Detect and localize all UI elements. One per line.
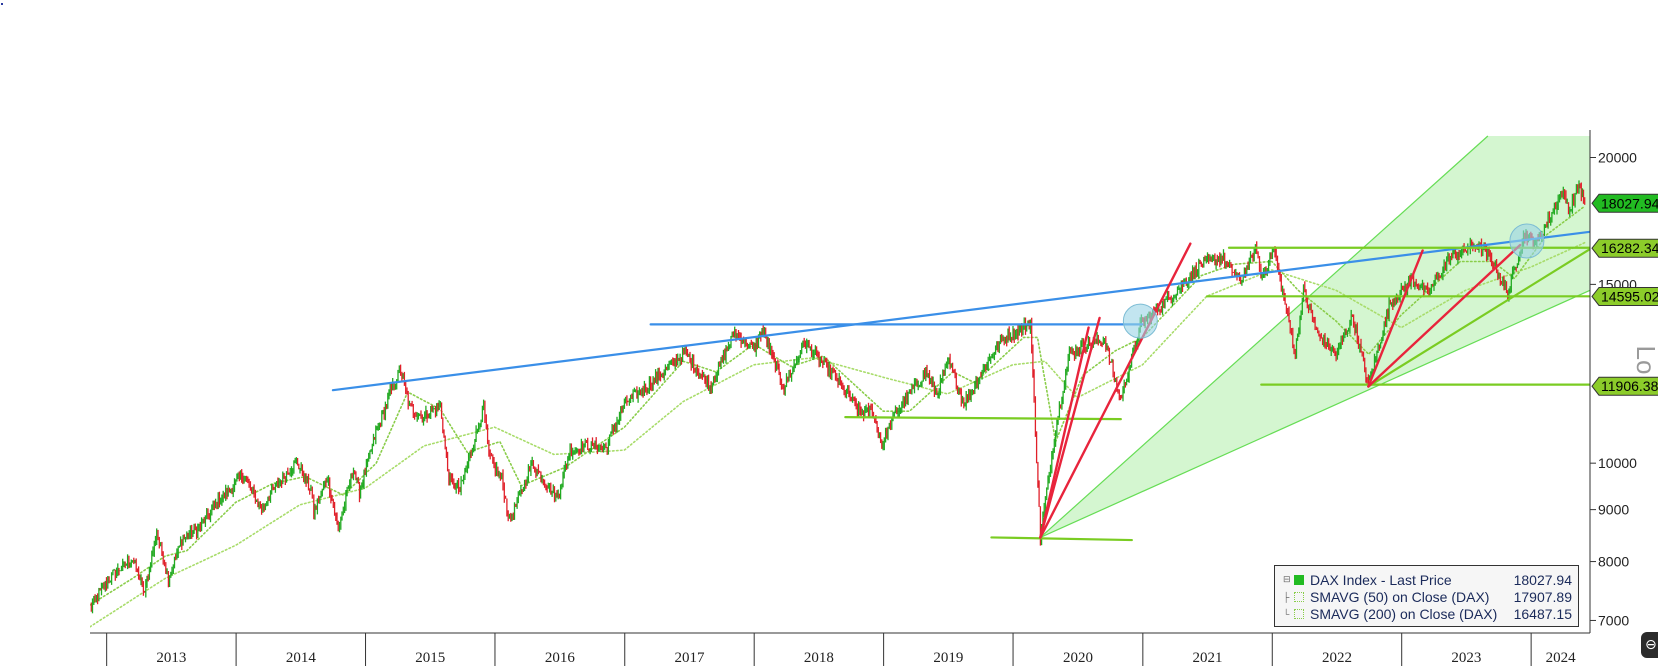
- legend-label: SMAVG (50) on Close (DAX): [1310, 588, 1490, 605]
- year-label: 2018: [804, 650, 834, 666]
- smavg-200-line: [90, 241, 1586, 628]
- price-tag-label: 11906.38: [1601, 378, 1658, 394]
- legend-label: DAX Index - Last Price: [1310, 571, 1452, 588]
- legend-row-smavg-200[interactable]: └ SMAVG (200) on Close (DAX) 16487.15: [1283, 605, 1572, 622]
- highlight-circle: [1122, 303, 1158, 339]
- trendline-speed: [1367, 243, 1522, 388]
- year-label: 2021: [1193, 650, 1223, 666]
- year-label: 2015: [415, 650, 445, 666]
- collapse-icon[interactable]: ⊟: [1283, 574, 1291, 584]
- trendline-speed: [1039, 326, 1090, 539]
- smavg-50-line: [90, 205, 1586, 606]
- chart-legend[interactable]: ⊟ DAX Index - Last Price 18027.94 ├ SMAV…: [1274, 565, 1579, 627]
- price-tag: [1591, 376, 1658, 396]
- legend-value: 18027.94: [1513, 571, 1572, 588]
- trendline-support: [1367, 247, 1590, 388]
- legend-swatch-smavg-50: [1294, 591, 1304, 602]
- year-label: 2019: [933, 650, 963, 666]
- plot-area: [90, 135, 1590, 628]
- year-label: 2020: [1063, 650, 1093, 666]
- y-axis-title: Lo: [1631, 345, 1658, 375]
- y-tick-label: 10000: [1598, 455, 1637, 471]
- trend-channel: [1040, 136, 1590, 538]
- legend-row-smavg-50[interactable]: ├ SMAVG (50) on Close (DAX) 17907.89: [1283, 588, 1572, 605]
- legend-swatch-smavg-200: [1294, 608, 1304, 619]
- year-label: 2023: [1451, 650, 1481, 666]
- y-tick-label: 20000: [1598, 150, 1637, 166]
- legend-swatch-last-price: [1294, 574, 1304, 585]
- trendline-speed: [1039, 242, 1192, 539]
- channel-upper-edge: [1039, 135, 1489, 538]
- year-label: 2017: [674, 650, 705, 666]
- legend-row-last-price[interactable]: ⊟ DAX Index - Last Price 18027.94: [1283, 571, 1572, 588]
- y-tick-label: 9000: [1598, 502, 1629, 518]
- year-label: 2014: [286, 650, 317, 666]
- legend-value: 17907.89: [1513, 588, 1572, 605]
- legend-value: 16487.15: [1513, 605, 1572, 622]
- trendline-speed: [1367, 249, 1424, 388]
- year-label: 2022: [1322, 650, 1352, 666]
- price-candles: [90, 180, 1586, 614]
- trendline-resistance: [331, 230, 1590, 392]
- price-tag: [1591, 286, 1658, 306]
- y-tick-label: 7000: [1598, 612, 1629, 628]
- highlight-circle: [1509, 223, 1545, 259]
- tree-branch-icon: ├: [1283, 591, 1290, 602]
- year-label: 2013: [156, 650, 186, 666]
- channel-lower-edge: [1040, 289, 1590, 538]
- price-tag-label: 14595.02: [1601, 288, 1658, 304]
- trendline-support: [844, 416, 1122, 421]
- price-tag: [1591, 238, 1658, 258]
- trendline-support: [990, 536, 1133, 542]
- tree-branch-icon: └: [1283, 608, 1290, 619]
- price-tag-label: 18027.94: [1601, 195, 1658, 211]
- panel-toggle-button[interactable]: ⊖: [1641, 632, 1658, 658]
- legend-label: SMAVG (200) on Close (DAX): [1310, 605, 1498, 622]
- year-label: 2024: [1546, 650, 1577, 666]
- price-tag: [1591, 193, 1658, 213]
- price-tag-label: 16282.34: [1601, 240, 1658, 256]
- y-tick-label: 8000: [1598, 554, 1629, 570]
- trendline-speed: [1039, 316, 1101, 539]
- corner-marker: [1, 3, 3, 5]
- year-label: 2016: [545, 650, 576, 666]
